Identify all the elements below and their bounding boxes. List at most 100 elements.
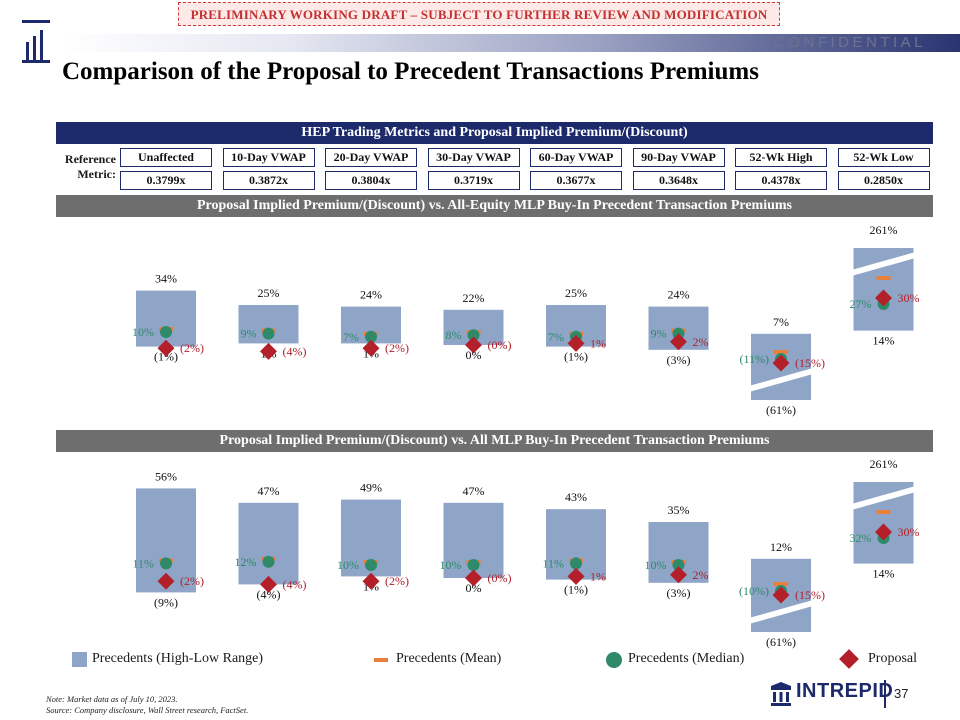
footer-divider [884, 680, 886, 708]
mean-marker [774, 582, 788, 586]
proposal-label: (0%) [488, 338, 512, 352]
median-marker [365, 330, 377, 343]
range-bar [238, 502, 299, 585]
median-marker [262, 327, 275, 340]
reference-metric-name: Unaffected [120, 148, 212, 167]
median-marker [160, 557, 172, 570]
proposal-label: 1% [590, 569, 606, 583]
proposal-marker [670, 333, 687, 351]
proposal-marker [362, 572, 380, 590]
low-label: (4%) [257, 587, 281, 601]
mean-marker [876, 276, 891, 280]
proposal-label: (4%) [283, 344, 307, 358]
reference-metric-value: 0.4378x [735, 171, 827, 190]
reference-metric-name: 90-Day VWAP [632, 148, 725, 167]
reference-metric-value: 0.2850x [837, 171, 930, 190]
median-label: (11%) [739, 352, 769, 366]
reference-metric-name: 20-Day VWAP [325, 148, 417, 167]
high-label: 43% [565, 490, 587, 504]
legend: Precedents (High-Low Range) Precedents (… [72, 649, 932, 670]
reference-metric-name: 52-Wk High [735, 148, 827, 167]
proposal-marker [260, 575, 277, 593]
proposal-label: 30% [898, 291, 920, 305]
header-gradient-band [60, 34, 960, 52]
proposal-marker [567, 567, 585, 585]
high-label: 7% [773, 315, 789, 329]
brand-logo-icon [770, 682, 792, 706]
median-label: 10% [440, 558, 462, 572]
proposal-label: (2%) [385, 341, 409, 355]
reference-metric-value: 0.3872x [222, 171, 315, 190]
confidential-label: CONFIDENTIAL [773, 34, 926, 51]
proposal-label: (0%) [488, 571, 512, 585]
draft-banner: PRELIMINARY WORKING DRAFT – SUBJECT TO F… [178, 2, 780, 26]
axis-break [749, 368, 813, 392]
low-label: 14% [873, 334, 895, 348]
brand-name: INTREPID [796, 680, 894, 702]
high-label: 261% [870, 223, 898, 237]
proposal-label: (4%) [283, 577, 307, 591]
proposal-marker [465, 336, 482, 354]
median-marker [467, 329, 480, 342]
proposal-label: 2% [693, 335, 709, 349]
footnote: Note: Market data as of July 10, 2023. S… [46, 694, 248, 716]
low-label: (1%) [564, 583, 588, 597]
reference-metric-name: 30-Day VWAP [427, 148, 520, 167]
median-label: (10%) [739, 584, 769, 598]
legend-proposal-label: Proposal [868, 651, 917, 666]
median-label: 11% [542, 556, 564, 570]
proposal-marker [157, 339, 175, 357]
proposal-label: (2%) [385, 574, 409, 588]
low-label: 0% [466, 348, 482, 362]
proposal-marker [875, 523, 892, 541]
proposal-label: (2%) [180, 574, 204, 588]
median-label: 27% [850, 297, 872, 311]
proposal-marker [772, 586, 790, 604]
mean-marker [774, 350, 788, 354]
axis-break [749, 600, 813, 624]
axis-break [851, 486, 916, 510]
low-label: 0% [466, 581, 482, 595]
median-label: 9% [241, 327, 257, 341]
high-label: 25% [258, 286, 280, 300]
proposal-marker [567, 334, 585, 352]
reference-metric-label: Reference Metric: [64, 152, 116, 181]
axis-break [851, 252, 916, 276]
low-label: (3%) [667, 586, 691, 600]
median-label: 7% [548, 330, 564, 344]
proposal-label: (15%) [795, 356, 825, 370]
high-label: 22% [463, 291, 485, 305]
proposal-marker [362, 339, 380, 357]
proposal-marker [875, 289, 892, 307]
low-label: (61%) [766, 403, 796, 417]
high-label: 49% [360, 481, 382, 495]
proposal-marker [260, 342, 277, 360]
median-label: 7% [343, 330, 359, 344]
high-label: 261% [870, 457, 898, 471]
reference-metric-value: 0.3648x [632, 171, 725, 190]
reference-metric-value: 0.3719x [427, 171, 520, 190]
proposal-marker [670, 566, 687, 584]
proposal-marker [772, 354, 790, 372]
high-label: 24% [360, 288, 382, 302]
proposal-marker [465, 569, 482, 587]
proposal-label: 30% [898, 525, 920, 539]
legend-median-label: Precedents (Median) [628, 651, 745, 666]
page-number: 37 [894, 686, 909, 701]
legend-mean-label: Precedents (Mean) [396, 651, 502, 666]
median-marker [262, 555, 275, 568]
chart1-header: Proposal Implied Premium/(Discount) vs. … [56, 195, 933, 217]
mean-marker [876, 510, 891, 514]
low-label: (9%) [154, 595, 178, 609]
legend-proposal-swatch [839, 649, 859, 669]
low-label: (3%) [667, 353, 691, 367]
high-label: 24% [668, 288, 690, 302]
low-label: (1%) [564, 350, 588, 364]
median-label: 10% [337, 558, 359, 572]
median-label: 11% [132, 556, 154, 570]
legend-median-swatch [606, 652, 622, 668]
median-marker [365, 559, 377, 571]
high-label: 47% [258, 484, 280, 498]
reference-metric-name: 52-Wk Low [837, 148, 930, 167]
reference-metric-value: 0.3677x [530, 171, 622, 190]
